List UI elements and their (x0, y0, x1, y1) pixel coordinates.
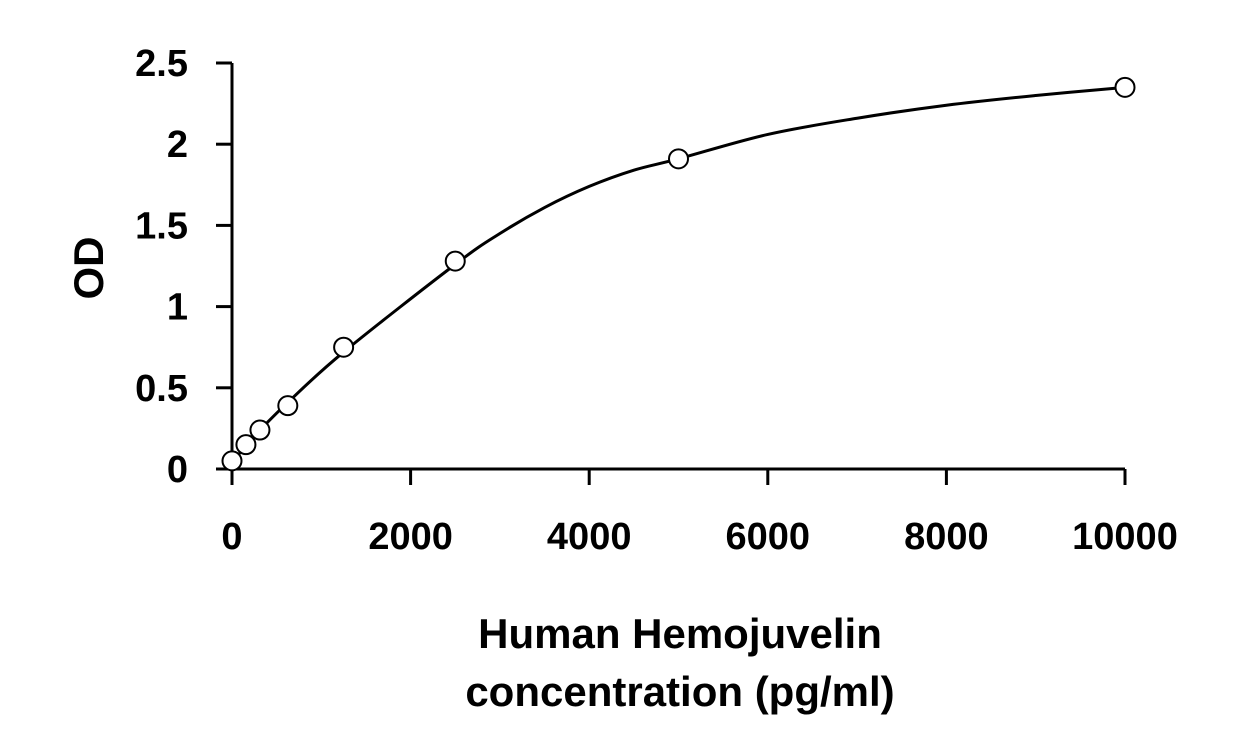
y-tick-label: 0 (167, 449, 188, 491)
data-point (668, 148, 689, 170)
y-tick-label: 0.5 (135, 368, 188, 410)
fit-curve (230, 85, 1126, 466)
x-tick-label: 0 (221, 516, 242, 558)
y-tick-label: 1.5 (135, 205, 188, 247)
y-tick-label: 1 (167, 287, 188, 329)
x-tick-label: 8000 (904, 516, 989, 558)
data-point (444, 250, 466, 272)
y-tick-label: 2.5 (135, 43, 188, 85)
y-axis-title: OD (65, 237, 112, 300)
y-tick-label: 2 (167, 124, 188, 166)
data-point (277, 395, 299, 417)
x-tick-label: 4000 (547, 516, 632, 558)
x-axis-title-line-1: Human Hemojuvelin (478, 610, 882, 657)
data-point (333, 336, 355, 358)
data-point (221, 450, 243, 472)
y-axis-ticks: 0 0.5 1 1.5 2 2.5 (135, 43, 232, 491)
data-point (249, 419, 271, 441)
x-tick-label: 10000 (1072, 516, 1178, 558)
x-tick-label: 6000 (726, 516, 811, 558)
data-points (221, 76, 1136, 472)
x-tick-label: 2000 (368, 516, 453, 558)
data-point (1114, 76, 1136, 98)
x-axis-ticks: 0 2000 4000 6000 8000 10000 (221, 469, 1178, 558)
x-axis-title-line-2: concentration (pg/ml) (465, 668, 894, 715)
data-point (235, 434, 257, 456)
